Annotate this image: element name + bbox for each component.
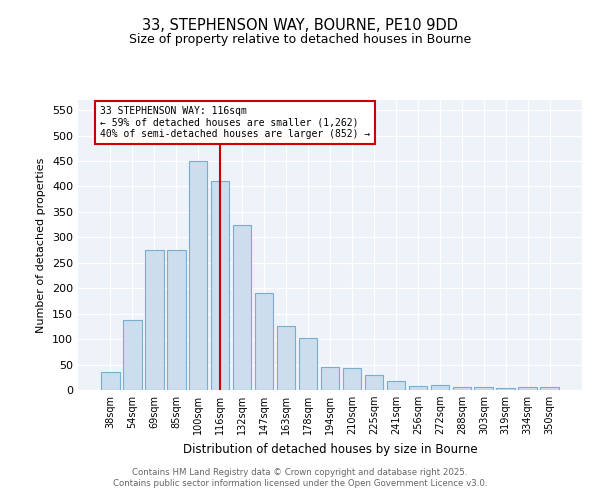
Bar	[167, 250, 185, 390]
Bar	[541, 388, 559, 390]
Bar	[101, 372, 119, 390]
Text: Size of property relative to detached houses in Bourne: Size of property relative to detached ho…	[129, 32, 471, 46]
Bar	[409, 386, 427, 390]
Bar	[145, 250, 164, 390]
Bar	[320, 367, 340, 390]
Bar	[386, 381, 405, 390]
Text: Contains HM Land Registry data © Crown copyright and database right 2025.
Contai: Contains HM Land Registry data © Crown c…	[113, 468, 487, 487]
Text: 33, STEPHENSON WAY, BOURNE, PE10 9DD: 33, STEPHENSON WAY, BOURNE, PE10 9DD	[142, 18, 458, 32]
Bar	[299, 338, 317, 390]
Bar	[365, 374, 383, 390]
Bar	[277, 326, 295, 390]
Y-axis label: Number of detached properties: Number of detached properties	[37, 158, 46, 332]
Bar	[343, 368, 361, 390]
Bar	[496, 388, 515, 390]
Bar	[431, 386, 449, 390]
X-axis label: Distribution of detached houses by size in Bourne: Distribution of detached houses by size …	[182, 442, 478, 456]
Bar	[123, 320, 142, 390]
Bar	[255, 294, 274, 390]
Bar	[475, 388, 493, 390]
Bar	[189, 161, 208, 390]
Bar	[233, 224, 251, 390]
Bar	[452, 388, 471, 390]
Bar	[211, 182, 229, 390]
Text: 33 STEPHENSON WAY: 116sqm
← 59% of detached houses are smaller (1,262)
40% of se: 33 STEPHENSON WAY: 116sqm ← 59% of detac…	[100, 106, 371, 140]
Bar	[518, 388, 537, 390]
